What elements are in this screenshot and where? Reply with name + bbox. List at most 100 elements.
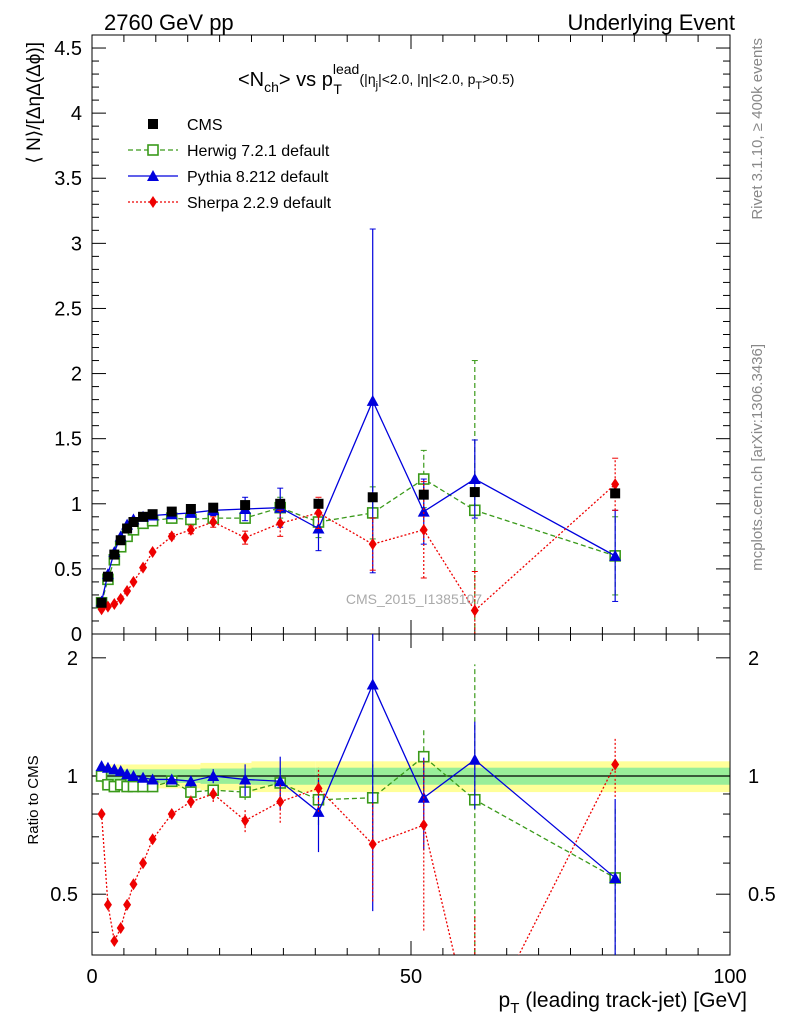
pythia-point: [366, 394, 379, 406]
sherpa-ratio-point: [314, 782, 323, 795]
rivet-info: Rivet 3.1.10, ≥ 400k events: [749, 38, 766, 220]
energy-label: 2760 GeV pp: [104, 10, 234, 35]
sherpa-point: [314, 506, 323, 519]
y-axis-label-main: ⟨ N⟩/[ΔηΔ(Δϕ)]: [24, 42, 45, 164]
sherpa-ratio-point: [241, 814, 250, 827]
y-tick-label: 0.5: [54, 559, 82, 581]
sherpa-point: [110, 598, 119, 611]
x-axis-label: pT (leading track-jet) [GeV]: [499, 989, 747, 1017]
ratio-panel: 0 50 100 0.5 0.5 1 1 2 2: [50, 633, 776, 988]
sherpa-point: [419, 523, 428, 536]
sherpa-point: [116, 592, 125, 605]
cms-point: [208, 502, 219, 513]
legend: CMS Herwig 7.2.1 default Pythia 8.212 defa…: [128, 117, 332, 212]
pythia-ratio-point: [184, 775, 197, 787]
y-tick-label: 4: [71, 103, 82, 125]
sherpa-ratio-point: [139, 857, 148, 870]
sherpa-ratio-point: [110, 934, 119, 947]
pythia-ratio-point: [127, 770, 140, 782]
sherpa-ratio-point: [148, 833, 157, 846]
pythia-point: [609, 549, 622, 561]
pythia-point: [417, 505, 430, 517]
pythia-ratio-point: [274, 775, 287, 787]
pythia-series-main: [95, 228, 622, 607]
cms-point: [102, 571, 113, 582]
cms-point: [122, 523, 133, 534]
sherpa-point: [276, 517, 285, 530]
legend-entry: Pythia 8.212 default: [128, 169, 329, 186]
herwig-ratio-point: [185, 786, 197, 798]
cms-series-main: [96, 487, 621, 608]
sherpa-ratio-point: [368, 838, 377, 851]
legend-entry: Sherpa 2.2.9 default: [128, 195, 332, 212]
ratio-y-tick-label: 0.5: [50, 884, 78, 906]
legend-marker: [147, 144, 159, 156]
sherpa-ratio-point: [97, 808, 106, 821]
pythia-ratio-point: [468, 753, 481, 765]
sherpa-point: [129, 575, 138, 588]
sherpa-ratio-point: [186, 795, 195, 808]
sherpa-point: [241, 531, 250, 544]
sherpa-point: [123, 585, 132, 598]
cms-point: [115, 535, 126, 546]
cms-point: [313, 498, 324, 509]
sherpa-series-ratio: [97, 737, 620, 955]
pythia-series-ratio: [95, 634, 622, 955]
sherpa-point: [611, 478, 620, 491]
cms-point: [367, 492, 378, 503]
cms-point: [185, 503, 196, 514]
cms-point: [166, 506, 177, 517]
sherpa-ratio-point: [103, 898, 112, 911]
sherpa-ratio-point: [419, 819, 428, 832]
analysis-label: Underlying Event: [567, 10, 735, 35]
cms-point: [418, 489, 429, 500]
x-tick-label: 100: [713, 966, 746, 988]
cms-point: [275, 498, 286, 509]
sherpa-series-main: [97, 457, 620, 634]
herwig-ratio-point: [127, 780, 140, 793]
x-tick-label: 0: [86, 966, 97, 988]
cms-point: [240, 500, 251, 511]
ratio-frame: [91, 633, 731, 956]
sherpa-ratio-point: [123, 898, 132, 911]
legend-marker: [149, 196, 157, 208]
legend-label: Herwig 7.2.1 default: [187, 143, 330, 160]
y-tick-label: 2.5: [54, 298, 82, 320]
sherpa-ratio-point: [611, 758, 620, 771]
herwig-line: [100, 478, 616, 603]
pythia-ratio-point: [366, 678, 379, 690]
sherpa-point: [148, 545, 157, 558]
pythia-line: [100, 399, 616, 602]
plot-title: <Nch> vs plead T (|ηj|<2.0, |η|<2.0, pT>0…: [238, 61, 514, 97]
pythia-ratio-point: [146, 773, 159, 785]
y-axis-label-ratio: Ratio to CMS: [25, 755, 42, 844]
sherpa-ratio-point: [116, 922, 125, 935]
sherpa-point: [209, 516, 218, 529]
y-tick-label: 4.5: [54, 38, 82, 60]
pythia-ratio-point: [609, 871, 622, 883]
herwig-ratio-point: [137, 780, 149, 793]
pythia-ratio-point: [114, 764, 127, 776]
sherpa-ratio-line: [100, 764, 616, 955]
sherpa-ratio-point: [129, 878, 138, 891]
legend-marker: [148, 119, 158, 129]
ratio-y-tick-label: 1: [67, 766, 78, 788]
legend-entry: Herwig 7.2.1 default: [128, 143, 330, 160]
legend-label: CMS: [187, 117, 223, 134]
sherpa-ratio-point: [209, 787, 218, 800]
pythia-point: [468, 473, 481, 485]
y-tick-label: 3.5: [54, 168, 82, 190]
cms-point: [147, 509, 158, 520]
y-tick-label: 1: [71, 494, 82, 516]
pythia-ratio-point: [239, 773, 252, 785]
sherpa-ratio-point: [167, 808, 176, 821]
cms-point: [128, 517, 139, 528]
legend-label: Sherpa 2.2.9 default: [187, 195, 332, 212]
ratio-y-tick-label-right: 2: [748, 648, 759, 670]
legend-entry: CMS: [148, 117, 223, 134]
sherpa-point: [470, 604, 479, 617]
x-tick-label: 50: [400, 966, 422, 988]
cms-point: [610, 488, 621, 499]
y-tick-label: 3: [71, 233, 82, 255]
